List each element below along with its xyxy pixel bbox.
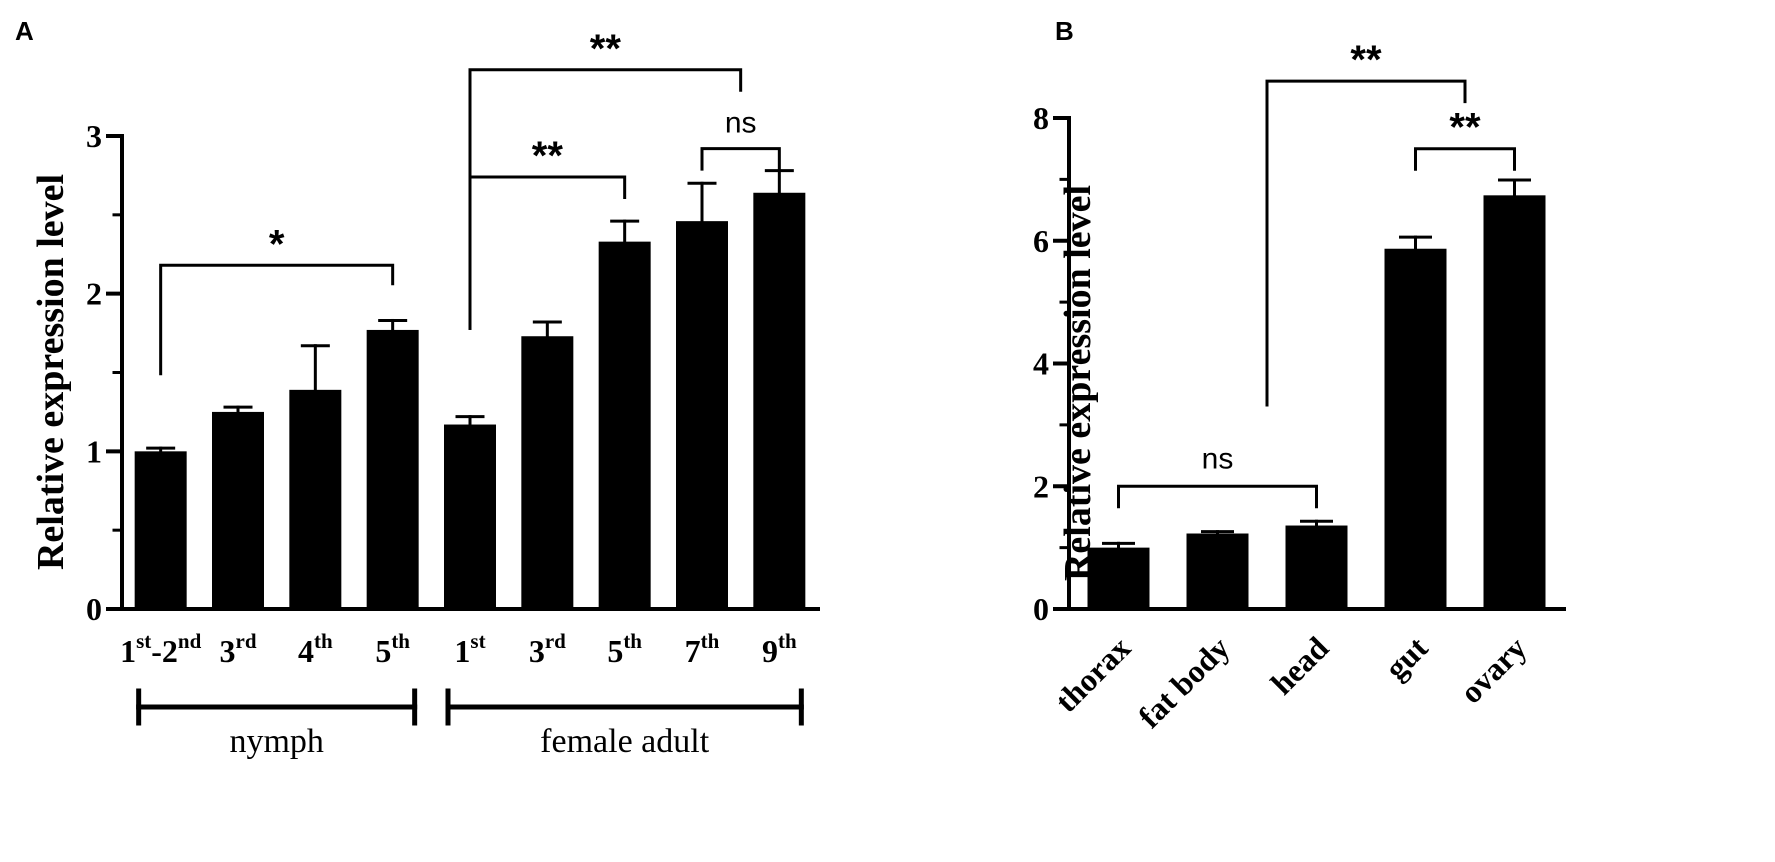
panel-a-x-tick-label: 3rd — [529, 629, 566, 669]
panel-b-bar — [1186, 533, 1249, 609]
panel-b-significance-bracket — [1265, 79, 1467, 407]
tick-superscript: st — [470, 629, 485, 653]
tick-superscript: th — [623, 629, 642, 653]
panel-b-x-tick-label: head — [1263, 629, 1335, 701]
panel-a-bar — [134, 451, 187, 609]
panel-a-x-tick-label: 5th — [375, 629, 410, 669]
tick-base: 7 — [685, 633, 701, 669]
panel-b-bar — [1483, 195, 1546, 609]
panel-b-bar — [1087, 547, 1150, 609]
panel-a-bar — [444, 424, 496, 609]
panel-a-x-tick-label: 7th — [685, 629, 720, 669]
panel-a-y-tick-label: 0 — [86, 591, 102, 627]
tick-superscript: nd — [178, 629, 202, 653]
tick-superscript: th — [314, 629, 333, 653]
panel-a-bar — [753, 192, 806, 609]
panel-a-significance-bracket — [468, 68, 743, 330]
tick-superscript: th — [391, 629, 410, 653]
panel-a-significance-label: * — [269, 222, 285, 266]
panel-b-bars — [1087, 178, 1546, 609]
panel-a-bars — [134, 169, 806, 610]
panel-b-y-tick-label: 6 — [1033, 223, 1049, 259]
panel-a-x-tick-label: 1st — [454, 629, 485, 669]
panel-a-bar — [289, 389, 342, 609]
panel-a-significance-label: ns — [725, 107, 757, 140]
tick-superscript: st — [136, 629, 151, 653]
tick-separator: -2 — [151, 633, 178, 669]
panel-b-y-tick-label: 4 — [1033, 346, 1049, 382]
panel-a-y-tick-label: 2 — [86, 276, 102, 312]
panel-a-significance-bracket — [700, 147, 781, 171]
tick-superscript: rd — [236, 629, 257, 653]
panel-b-y-tick-label: 0 — [1033, 591, 1049, 627]
panel-b-significance: ns ** ** — [1117, 38, 1516, 509]
panel-b-x-tick-label: thorax — [1048, 629, 1138, 719]
panel-b-x-tick-label: gut — [1378, 629, 1435, 686]
panel-b-significance-bracket — [1117, 484, 1318, 509]
panel-b-y-axis-title: Relative expression level — [1057, 185, 1099, 581]
panel-b-significance-label: ** — [1449, 106, 1481, 150]
tick-base: 1 — [454, 633, 470, 669]
panel-a-x-tick-label: 1st-2nd — [120, 629, 202, 669]
tick-base: 4 — [298, 633, 314, 669]
panel-a-bar — [598, 241, 651, 610]
tick-superscript: rd — [545, 629, 566, 653]
panel-b-letter: B — [1055, 16, 1074, 46]
tick-base: 9 — [762, 633, 778, 669]
panel-a-groups: nymph female adult — [136, 688, 804, 760]
panel-b-y-tick-label: 8 — [1033, 100, 1049, 136]
panel-a-group-label: female adult — [540, 723, 710, 760]
tick-base: 3 — [220, 633, 236, 669]
panel-a-significance-label: ** — [532, 134, 564, 178]
tick-base: 5 — [607, 633, 623, 669]
panel-b-x-tick-label: fat body — [1131, 629, 1236, 734]
panel-a-letter: A — [15, 16, 34, 46]
tick-base: 1 — [120, 633, 136, 669]
panel-a-bar — [212, 411, 264, 609]
panel-b-bar — [1285, 525, 1348, 609]
tick-superscript: th — [778, 629, 797, 653]
panel-a-y-axis-title: Relative expression level — [30, 174, 72, 570]
panel-a-y-tick-label: 3 — [86, 118, 102, 154]
panel-a-x-tick-label: 9th — [762, 629, 797, 669]
panel-a-bar — [521, 336, 574, 609]
panel-b-significance-label: ns — [1202, 442, 1234, 475]
panel-a-x-tick-label: 3rd — [220, 629, 257, 669]
panel-b-significance-bracket — [1414, 147, 1516, 171]
panel-a-x-tick-labels: 1st-2nd 3rd 4th 5th 1st 3rd 5th 7th 9th — [120, 629, 797, 669]
tick-superscript: th — [701, 629, 720, 653]
panel-a-x-tick-label: 4th — [298, 629, 333, 669]
panel-a-significance-bracket — [159, 263, 395, 376]
panel-a-x-tick-label: 5th — [607, 629, 642, 669]
panel-b-y-tick-label: 2 — [1033, 468, 1049, 504]
panel-a-bar — [366, 329, 419, 609]
panel-a-y-tick-label: 1 — [86, 433, 102, 469]
panel-b-significance-label: ** — [1350, 38, 1382, 82]
tick-base: 3 — [529, 633, 545, 669]
panel-a-group-label: nymph — [229, 723, 323, 760]
tick-base: 5 — [375, 633, 391, 669]
panel-a-significance-label: ** — [590, 27, 622, 71]
panel-a-bar — [676, 221, 728, 609]
panel-a-significance: ***ns** — [159, 27, 781, 376]
panel-b-bar — [1384, 248, 1447, 609]
panel-b-x-tick-label: ovary — [1453, 629, 1534, 710]
panel-b: B Relative expression level 0 2 4 6 8 ns ** **… — [1033, 16, 1566, 735]
